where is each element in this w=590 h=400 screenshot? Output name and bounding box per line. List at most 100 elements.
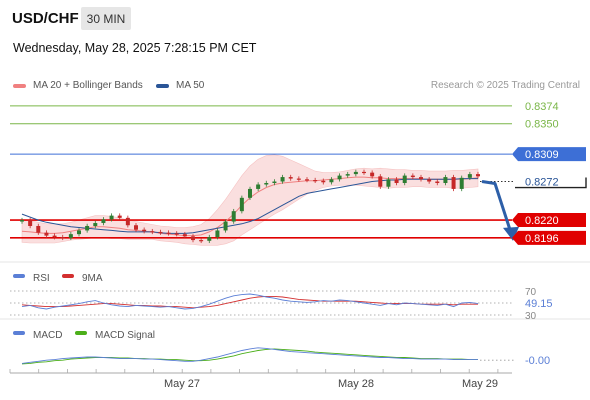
x-tick-label: May 27 — [164, 378, 200, 390]
candle-body — [101, 219, 106, 224]
macd-line — [21, 347, 478, 364]
ma50-line — [21, 178, 478, 234]
macd-signal-swatch — [75, 331, 87, 335]
legend-ma20-bb: MA 20 + Bollinger Bands — [13, 80, 143, 91]
rsi-level-label: 30 — [525, 311, 537, 322]
macd-last-value: -0.00 — [525, 355, 550, 367]
candle-body — [443, 177, 448, 184]
candle-body — [68, 234, 73, 238]
candle-body — [142, 229, 147, 232]
candle-body — [36, 225, 41, 233]
symbol-title: USD/CHF — [12, 10, 79, 27]
candle-body — [321, 180, 326, 183]
candle-body — [223, 221, 228, 231]
candle-body — [272, 181, 277, 184]
candle-body — [93, 223, 98, 226]
level-tag-0.8220 — [512, 213, 586, 228]
candle-body — [288, 177, 293, 179]
legend-ma50: MA 50 — [156, 80, 204, 91]
candle-body — [410, 175, 415, 178]
candle-body — [85, 225, 90, 231]
legend-ma20-label: MA 20 + Bollinger Bands — [33, 80, 143, 91]
rsi-ma-swatch — [62, 274, 74, 278]
candle-body — [239, 197, 244, 212]
level-label-0.8374: 0.8374 — [525, 101, 559, 113]
level-label-0.8309: 0.8309 — [525, 149, 559, 161]
projection-arrow-head — [503, 226, 519, 241]
candle-body — [109, 215, 114, 220]
candle-body — [166, 232, 171, 234]
research-credit: Research © 2025 Trading Central — [430, 80, 580, 91]
timeframe-badge[interactable]: 30 MIN — [81, 7, 131, 30]
candle-body — [378, 176, 383, 187]
candle-body — [231, 211, 236, 222]
candle-body — [370, 172, 375, 177]
candle-body — [337, 175, 342, 180]
candle-body — [150, 231, 155, 233]
candle-body — [435, 181, 440, 184]
candle-body — [353, 171, 358, 175]
macd-legend-label: MACD — [33, 330, 62, 341]
candle-body — [467, 174, 472, 178]
level-label-0.8350: 0.8350 — [525, 119, 559, 131]
candle-body — [264, 183, 269, 185]
level-label-0.8196: 0.8196 — [525, 233, 559, 245]
rsi-swatch — [13, 274, 25, 278]
macd-swatch — [13, 331, 25, 335]
candle-body — [313, 180, 318, 182]
candle-body — [207, 237, 212, 241]
candle-body — [329, 179, 334, 183]
candle-body — [256, 184, 261, 189]
projection-arrow — [481, 180, 513, 234]
x-tick-label: May 29 — [462, 378, 498, 390]
candle-body — [305, 179, 309, 181]
candle-body — [296, 178, 301, 180]
candle-body — [451, 177, 456, 189]
last-price-bracket — [515, 177, 587, 189]
candle-body — [182, 234, 187, 237]
candle-body — [476, 174, 480, 177]
rsi-ma-line — [21, 295, 478, 309]
candle-body — [134, 225, 138, 230]
rsi-line — [21, 293, 479, 310]
level-tag-0.8196 — [512, 230, 586, 245]
candle-body — [386, 179, 391, 187]
candle-body — [427, 179, 432, 182]
candle-body — [459, 177, 464, 189]
level-label-0.8272: 0.8272 — [525, 177, 559, 189]
candle-body — [402, 175, 407, 184]
candle-body — [345, 174, 350, 176]
legend-ma50-label: MA 50 — [176, 80, 205, 91]
candle-body — [158, 231, 163, 234]
rsi-last-value: 49.15 — [525, 298, 553, 310]
macd-signal-line — [21, 348, 478, 365]
x-tick-label: May 28 — [338, 378, 374, 390]
rsi-ma-legend-label: 9MA — [82, 273, 103, 284]
candle-body — [44, 232, 49, 236]
candle-body — [28, 220, 33, 226]
macd-signal-legend-label: MACD Signal — [95, 330, 155, 341]
candle-body — [60, 237, 65, 239]
ma20-swatch — [13, 83, 26, 88]
candle-body — [117, 215, 122, 218]
candle-body — [199, 240, 204, 242]
ma50-swatch — [156, 83, 169, 88]
candle-body — [280, 177, 285, 182]
level-label-0.8220: 0.8220 — [525, 215, 559, 227]
candle-body — [362, 171, 366, 174]
candle-body — [215, 230, 220, 238]
candle-body — [394, 179, 399, 184]
candle-body — [77, 230, 81, 235]
candle-body — [191, 236, 195, 241]
rsi-legend-label: RSI — [33, 273, 50, 284]
rsi-level-label: 70 — [525, 287, 537, 298]
level-tag-0.8309 — [512, 147, 586, 162]
candle-body — [248, 188, 252, 198]
candle-body — [174, 233, 179, 235]
candle-body — [20, 220, 24, 222]
candle-body — [125, 217, 130, 226]
candle-body — [52, 235, 57, 238]
candle-body — [419, 177, 423, 180]
chart-timestamp: Wednesday, May 28, 2025 7:28:15 PM CET — [13, 41, 257, 55]
